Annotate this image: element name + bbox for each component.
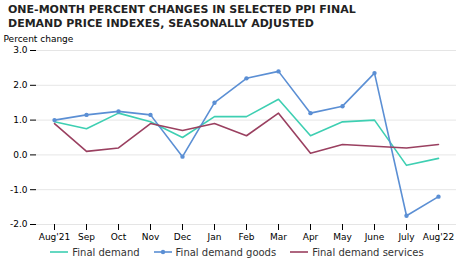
svg-text:Sep: Sep (78, 231, 95, 241)
svg-text:Aug'21: Aug'21 (39, 231, 71, 241)
svg-text:May: May (333, 231, 352, 241)
svg-text:Aug'22: Aug'22 (423, 231, 455, 241)
svg-text:Dec: Dec (174, 231, 191, 241)
svg-text:Nov: Nov (142, 231, 160, 241)
svg-text:-1.0: -1.0 (10, 184, 28, 194)
svg-text:Percent change: Percent change (4, 33, 74, 43)
svg-text:2.0: 2.0 (13, 80, 28, 90)
html-text:Final demand services: Final demand services (312, 246, 424, 258)
svg-text:June: June (364, 231, 385, 241)
html-text:Final demand: Final demand (72, 246, 140, 258)
html-text:Final demand goods: Final demand goods (175, 246, 277, 258)
svg-text:Jan: Jan (207, 231, 222, 241)
svg-text:1.0: 1.0 (13, 115, 28, 125)
svg-text:0.0: 0.0 (13, 149, 28, 159)
svg-text:Feb: Feb (239, 231, 255, 241)
svg-text:July: July (397, 231, 415, 241)
svg-text:Apr: Apr (303, 231, 319, 241)
svg-text:Mar: Mar (270, 231, 287, 241)
svg-text:3.0: 3.0 (13, 45, 28, 55)
svg-text:-2.0: -2.0 (10, 219, 28, 229)
html-text:ONE-MONTH PERCENT CHANGES IN S: ONE-MONTH PERCENT CHANGES IN SELECTED PP… (8, 3, 356, 31)
svg-text:Oct: Oct (111, 231, 127, 241)
